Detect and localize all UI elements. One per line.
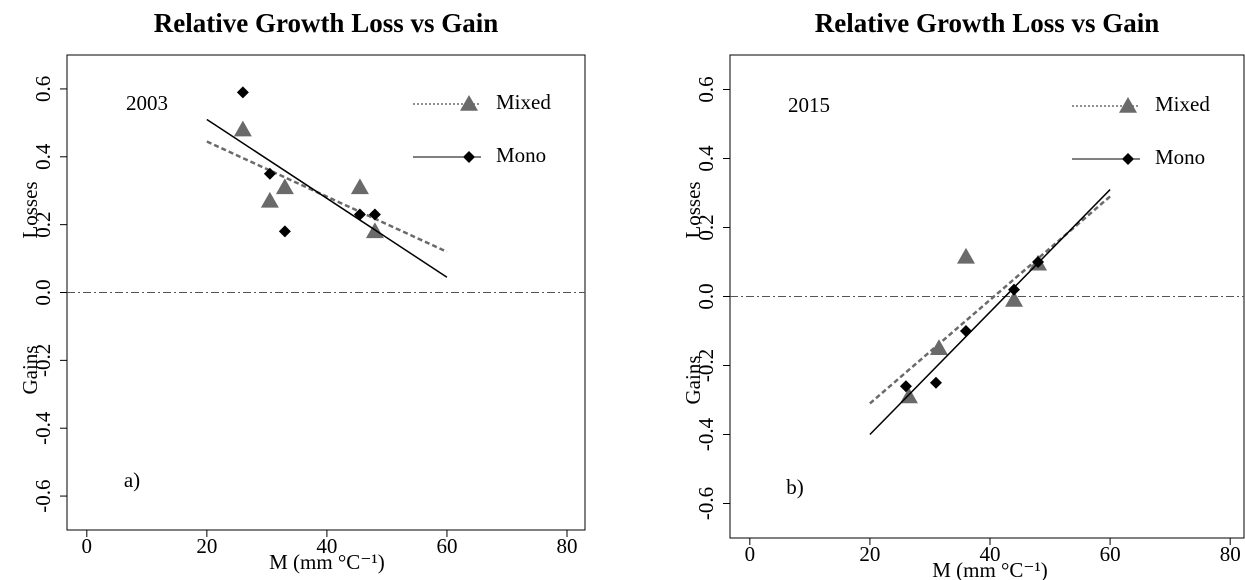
x-tick-label: 40 (980, 542, 1001, 566)
marker-triangle (350, 178, 369, 195)
marker-diamond (353, 208, 366, 221)
y-tick-label: -0.4 (31, 411, 55, 445)
y-tick-label: -0.6 (31, 479, 55, 512)
y-tick-label: 0.6 (31, 76, 55, 102)
y-tick-label: 0.2 (31, 212, 55, 238)
chart-title: Relative Growth Loss vs Gain (815, 8, 1160, 38)
marker-triangle (233, 120, 252, 137)
y-tick-label: -0.2 (31, 344, 55, 377)
chart-title: Relative Growth Loss vs Gain (154, 8, 499, 38)
marker-diamond (929, 376, 942, 389)
y-tick-label: -0.4 (694, 417, 718, 451)
x-tick-label: 60 (436, 534, 457, 558)
legend-label: Mono (1155, 145, 1205, 169)
panel-label: a) (124, 468, 140, 492)
x-axis-label: M (mm °C⁻¹) (269, 550, 385, 574)
marker-diamond (236, 86, 249, 99)
marker-diamond (959, 325, 972, 337)
marker-diamond (1032, 256, 1045, 268)
y-tick-label: 0.0 (694, 283, 718, 309)
marker-triangle (460, 95, 478, 111)
marker-triangle (1119, 97, 1137, 113)
marker-diamond (463, 151, 475, 163)
legend-label: Mono (496, 143, 546, 167)
trend-line (206, 140, 448, 253)
marker-diamond (263, 167, 276, 180)
x-tick-label: 40 (316, 534, 337, 558)
y-tick-label: 0.4 (31, 143, 55, 170)
y-tick-label: 0.0 (31, 279, 55, 305)
x-tick-label: 80 (1220, 542, 1241, 566)
marker-diamond (899, 380, 912, 393)
y-tick-label: -0.6 (694, 487, 718, 520)
marker-triangle (956, 247, 975, 264)
y-tick-label: 0.4 (694, 145, 718, 172)
x-tick-label: 80 (556, 534, 577, 558)
marker-diamond (1122, 153, 1134, 165)
trend-line (869, 195, 1111, 405)
x-tick-label: 20 (859, 542, 880, 566)
marker-triangle (260, 191, 279, 208)
trend-line (869, 189, 1111, 436)
y-tick-label: -0.2 (694, 349, 718, 382)
marker-triangle (275, 178, 294, 195)
x-tick-label: 0 (745, 542, 756, 566)
marker-triangle (1005, 290, 1024, 307)
y-tick-label: 0.2 (694, 214, 718, 240)
y-axis-label-losses: Losses (681, 181, 705, 238)
legend-label: Mixed (1155, 92, 1210, 116)
trend-line (206, 118, 448, 278)
year-label: 2015 (788, 93, 830, 117)
x-tick-label: 20 (196, 534, 217, 558)
y-axis-label-losses: Losses (18, 181, 42, 238)
marker-diamond (278, 225, 291, 238)
x-axis-label: M (mm °C⁻¹) (932, 558, 1048, 580)
y-tick-label: 0.6 (694, 76, 718, 102)
marker-triangle (929, 339, 948, 355)
y-axis-label-gains: Gains (18, 346, 42, 395)
legend-label: Mixed (496, 90, 551, 114)
x-tick-label: 0 (82, 534, 93, 558)
marker-diamond (368, 208, 381, 221)
marker-diamond (1008, 283, 1021, 296)
y-axis-label-gains: Gains (681, 356, 705, 405)
year-label: 2003 (126, 91, 168, 115)
panel-label: b) (786, 475, 804, 499)
x-tick-label: 60 (1100, 542, 1121, 566)
